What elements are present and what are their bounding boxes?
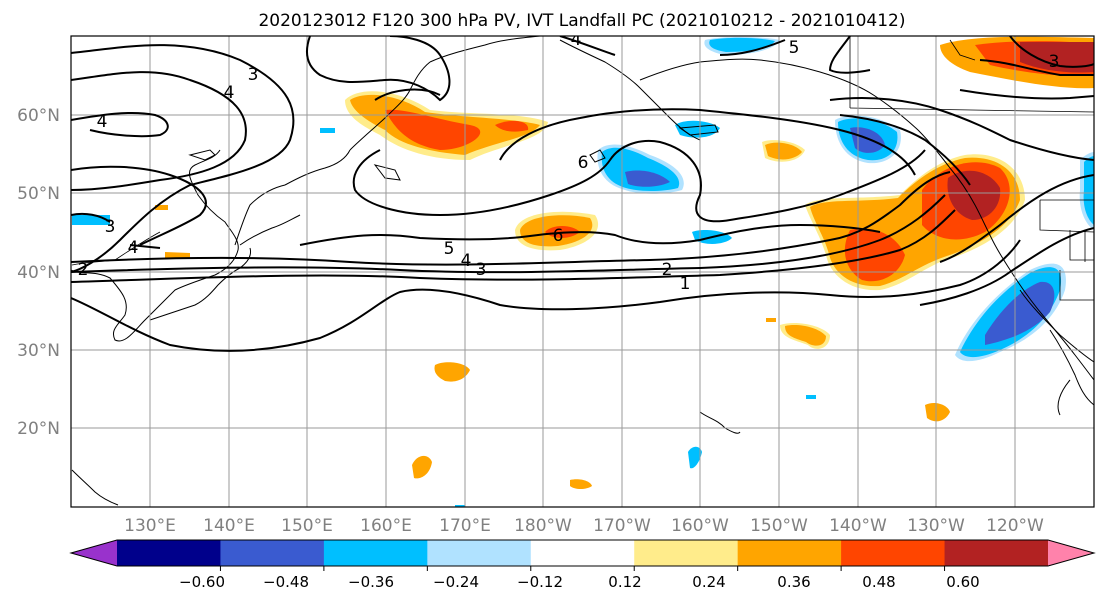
colorbar-label: 0.12 xyxy=(608,573,641,591)
colorbar-swatch xyxy=(531,540,635,566)
contour-label: 4 xyxy=(571,30,582,50)
colorbar-label: 0.48 xyxy=(862,573,895,591)
contour-label: 4 xyxy=(128,238,139,258)
contour-label: 3 xyxy=(476,260,487,280)
lon-label: 170°E xyxy=(439,516,491,536)
contour-label: 3 xyxy=(105,217,116,237)
colorbar-extend-high xyxy=(1048,540,1094,566)
contour-label: 5 xyxy=(444,239,455,259)
colorbar-label: −0.24 xyxy=(433,573,479,591)
lon-label: 150°W xyxy=(750,516,808,536)
colorbar-swatch xyxy=(945,540,1049,566)
lon-label: 140°W xyxy=(829,516,887,536)
colorbar-label: −0.60 xyxy=(179,573,225,591)
lon-label: 150°E xyxy=(281,516,333,536)
contour-label: 2 xyxy=(662,260,673,280)
lat-label: 50°N xyxy=(17,184,60,204)
latitude-labels: 60°N 50°N 40°N 30°N 20°N xyxy=(17,106,60,439)
colorbar-swatch xyxy=(117,540,221,566)
longitude-labels: 130°E 140°E 150°E 160°E 170°E 180°W 170°… xyxy=(124,516,1044,536)
colorbar-swatch xyxy=(738,540,842,566)
colorbar-swatch xyxy=(427,540,531,566)
contour-label: 6 xyxy=(578,153,589,173)
contour-label: 2 xyxy=(78,260,89,280)
colorbar-labels: −0.60 −0.48 −0.36 −0.24 −0.12 0.12 0.24 … xyxy=(179,573,980,591)
lat-label: 60°N xyxy=(17,106,60,126)
map-title: 2020123012 F120 300 hPa PV, IVT Landfall… xyxy=(258,11,905,31)
colorbar-label: −0.48 xyxy=(263,573,309,591)
colorbar-swatch xyxy=(324,540,428,566)
lon-label: 160°E xyxy=(360,516,412,536)
contour-label: 3 xyxy=(1049,52,1060,72)
contour-label: 5 xyxy=(789,38,800,58)
colorbar-swatch xyxy=(634,540,738,566)
lon-label: 120°W xyxy=(986,516,1044,536)
lat-label: 30°N xyxy=(17,341,60,361)
contour-label: 4 xyxy=(224,83,235,103)
colorbar-label: 0.36 xyxy=(777,573,810,591)
lat-label: 40°N xyxy=(17,263,60,283)
colorbar-extend-low xyxy=(71,540,117,566)
lon-label: 180°W xyxy=(514,516,572,536)
lon-label: 160°W xyxy=(671,516,729,536)
contour-label: 4 xyxy=(461,251,472,271)
lon-label: 170°W xyxy=(593,516,651,536)
colorbar-ticks xyxy=(220,566,944,571)
colorbar-swatches xyxy=(71,540,1094,566)
colorbar-swatch xyxy=(841,540,945,566)
colorbar-swatch xyxy=(220,540,324,566)
colorbar-label: 0.24 xyxy=(692,573,725,591)
contour-label: 4 xyxy=(97,112,108,132)
colorbar-label: 0.60 xyxy=(946,573,979,591)
lat-label: 20°N xyxy=(17,419,60,439)
contour-label: 6 xyxy=(553,226,564,246)
lon-label: 140°E xyxy=(203,516,255,536)
colorbar-label: −0.36 xyxy=(348,573,394,591)
contour-label: 3 xyxy=(248,65,259,85)
lon-label: 130°E xyxy=(124,516,176,536)
lon-label: 130°W xyxy=(907,516,965,536)
colorbar: −0.60 −0.48 −0.36 −0.24 −0.12 0.12 0.24 … xyxy=(71,540,1094,591)
colorbar-label: −0.12 xyxy=(517,573,563,591)
map-panel: 4 3 4 4 4 3 5 6 6 5 4 3 2 1 2 3 xyxy=(71,30,1094,507)
contour-label: 1 xyxy=(680,274,691,294)
